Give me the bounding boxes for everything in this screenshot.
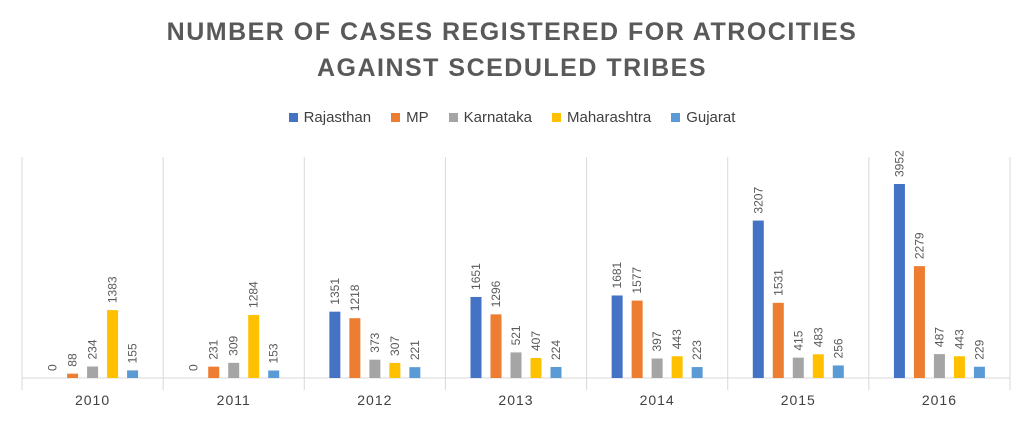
bar (832, 365, 844, 378)
data-label: 443 (670, 329, 684, 349)
data-label: 0 (46, 364, 60, 371)
data-label: 0 (187, 364, 201, 371)
bar (651, 358, 663, 378)
legend-label: Rajasthan (303, 109, 372, 126)
data-label: 2279 (912, 232, 926, 259)
x-tick-label: 2016 (922, 392, 957, 408)
data-label: 373 (368, 332, 382, 352)
bar (792, 357, 804, 378)
bar (87, 366, 99, 378)
legend-label: Maharashtra (567, 109, 652, 126)
bar (812, 354, 824, 378)
bar (631, 300, 643, 378)
data-label: 153 (267, 343, 281, 363)
legend-swatch (391, 113, 401, 122)
x-tick-label: 2012 (357, 392, 392, 408)
data-label: 307 (388, 336, 402, 356)
x-tick-label: 2014 (640, 392, 675, 408)
data-label: 1351 (328, 278, 342, 305)
chart-title: NUMBER OF CASES REGISTERED FOR ATROCITIE… (0, 14, 1024, 86)
data-label: 234 (86, 339, 100, 359)
bar (107, 310, 119, 378)
bar (510, 352, 522, 378)
legend-item-gujarat: Gujarat (671, 109, 735, 126)
data-label: 231 (207, 339, 221, 359)
bar (248, 314, 260, 378)
legend-item-mp: MP (391, 109, 429, 126)
data-label: 1577 (630, 267, 644, 294)
x-tick-label: 2010 (75, 392, 110, 408)
data-label: 1296 (489, 280, 503, 307)
data-label: 1218 (348, 284, 362, 311)
bar (691, 367, 703, 378)
data-label: 309 (227, 335, 241, 355)
bar (369, 359, 381, 378)
legend-item-maharashtra: Maharashtra (552, 109, 651, 126)
bar (349, 318, 361, 378)
data-label: 88 (66, 353, 80, 367)
legend-item-karnataka: Karnataka (448, 109, 532, 126)
data-label: 443 (952, 329, 966, 349)
data-label: 483 (811, 327, 825, 347)
bar (772, 302, 784, 378)
data-label: 1681 (610, 261, 624, 288)
data-label: 256 (831, 338, 845, 358)
bar (671, 356, 683, 378)
data-label: 221 (408, 340, 422, 360)
bar (611, 295, 623, 378)
data-label: 1651 (469, 263, 483, 290)
legend-label: Gujarat (686, 109, 736, 126)
data-label: 1284 (247, 281, 261, 308)
data-label: 229 (972, 339, 986, 359)
legend-swatch (288, 113, 298, 122)
legend-swatch (552, 113, 561, 122)
legend-label: MP (406, 109, 429, 126)
bar (127, 370, 139, 378)
chart-legend: Rajasthan MP Karnataka Maharashtra Gujar… (0, 109, 1024, 126)
x-tick-label: 2011 (217, 392, 251, 408)
bar (530, 358, 542, 378)
data-label: 415 (791, 330, 805, 350)
bar (208, 366, 220, 378)
bar (490, 314, 502, 378)
data-label: 1383 (106, 276, 120, 303)
bar (550, 367, 562, 378)
data-label: 3207 (751, 187, 765, 214)
data-label: 407 (529, 331, 543, 351)
bar (953, 356, 965, 378)
bar (752, 220, 764, 378)
bar (470, 296, 482, 378)
data-label: 223 (690, 340, 704, 360)
legend-item-rajasthan: Rajasthan (288, 109, 372, 126)
bar (409, 367, 421, 378)
bar (893, 184, 905, 378)
bar (268, 370, 280, 378)
x-tick-label: 2015 (781, 392, 816, 408)
chart-title-line-2: AGAINST SCEDULED TRIBES (316, 54, 708, 82)
legend-swatch (448, 113, 458, 122)
data-label: 1531 (771, 269, 785, 296)
bar (933, 354, 945, 378)
bar (913, 266, 925, 378)
legend-swatch (671, 113, 681, 122)
data-label: 224 (549, 340, 563, 360)
bar (389, 362, 401, 378)
data-label: 521 (509, 325, 523, 345)
data-label: 487 (932, 327, 946, 347)
bar (329, 311, 341, 378)
legend-label: Karnataka (463, 109, 532, 126)
bar (67, 373, 79, 378)
data-label: 155 (126, 343, 140, 363)
x-tick-label: 2013 (498, 392, 533, 408)
bar (228, 362, 240, 378)
bar (973, 366, 985, 378)
data-label: 397 (650, 331, 664, 351)
chart-title-line-1: NUMBER OF CASES REGISTERED FOR ATROCITIE… (166, 18, 858, 46)
data-label: 3952 (892, 150, 906, 177)
